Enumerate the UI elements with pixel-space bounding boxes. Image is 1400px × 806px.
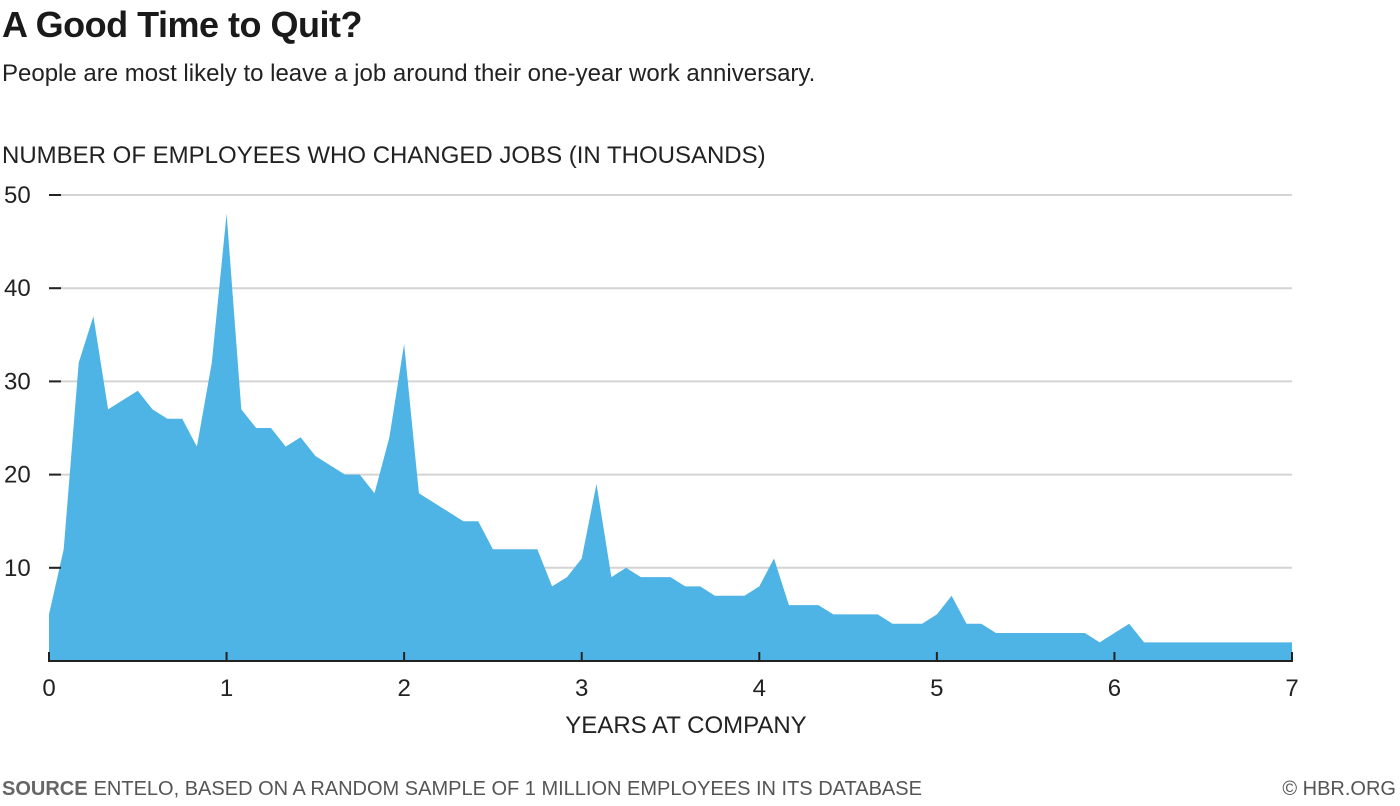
x-tick-label: 5 <box>930 675 943 702</box>
x-tick-label: 2 <box>397 675 410 702</box>
source-key: SOURCE <box>2 778 88 800</box>
chart-subtitle: People are most likely to leave a job ar… <box>2 60 816 87</box>
x-tick-label: 3 <box>575 675 588 702</box>
x-tick-label: 7 <box>1285 675 1298 702</box>
chart-title: A Good Time to Quit? <box>2 4 362 45</box>
credit: © HBR.ORG <box>1282 778 1396 800</box>
area-series <box>49 213 1292 661</box>
y-tick-label: 50 <box>4 182 31 209</box>
y-tick-label: 30 <box>4 368 31 395</box>
y-tick-label: 10 <box>4 555 31 582</box>
y-axis-label: NUMBER OF EMPLOYEES WHO CHANGED JOBS (IN… <box>2 142 766 169</box>
y-tick-label: 40 <box>4 275 31 302</box>
y-tick-label: 20 <box>4 462 31 489</box>
source-text: ENTELO, BASED ON A RANDOM SAMPLE OF 1 MI… <box>93 778 922 800</box>
x-tick-label: 4 <box>753 675 766 702</box>
x-tick-label: 1 <box>220 675 233 702</box>
x-tick-label: 6 <box>1108 675 1121 702</box>
x-axis-label: YEARS AT COMPANY <box>565 712 807 739</box>
x-tick-label: 0 <box>42 675 55 702</box>
source-note: SOURCE ENTELO, BASED ON A RANDOM SAMPLE O… <box>2 778 922 801</box>
